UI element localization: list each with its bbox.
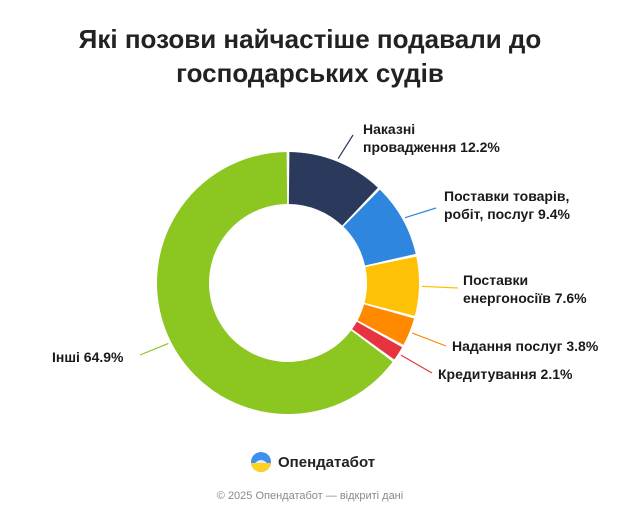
slice-label-4: Кредитування 2.1% — [438, 366, 573, 382]
slice-Наказні провадження — [288, 152, 378, 226]
opendatabot-logo-icon — [251, 452, 271, 472]
brand: Опендатабот — [250, 450, 375, 474]
slice-Інші — [157, 152, 393, 414]
chart-title-line1: Які позови найчастіше подавали до — [78, 24, 542, 54]
slice-label-3: Надання послуг 3.8% — [452, 338, 599, 354]
footer-copyright: © 2025 Опендатабот — відкриті дані — [216, 490, 404, 502]
slice-label-5: Інші 64.9% — [52, 349, 124, 365]
leader-lines — [139, 134, 459, 374]
leader-line-Кредитування — [400, 354, 433, 374]
brand-name: Опендатабот — [278, 453, 376, 471]
slice-Кредитування — [352, 321, 403, 360]
chart-title-line2: господарських судів — [176, 58, 444, 88]
leader-line-Поставки товарів, робіт, послуг — [404, 207, 437, 219]
leader-line-Інші — [139, 342, 169, 356]
slice-Поставки товарів, робіт, послуг — [343, 189, 416, 266]
leader-line-Поставки енергоносіїв — [421, 285, 459, 289]
donut-slices — [157, 152, 419, 414]
chart-title: Які позови найчастіше подавали до господ… — [0, 22, 620, 90]
leader-line-Надання послуг — [412, 332, 447, 347]
slice-Поставки енергоносіїв — [364, 256, 419, 316]
slice-label-1: Поставки товарів, робіт, послуг 9.4% — [444, 188, 570, 222]
leader-line-Наказні провадження — [337, 134, 354, 160]
slice-Надання послуг — [357, 304, 415, 345]
slice-label-2: Поставки енергоносіїв 7.6% — [463, 272, 587, 306]
slice-label-0: Наказні провадження 12.2% — [363, 121, 500, 155]
